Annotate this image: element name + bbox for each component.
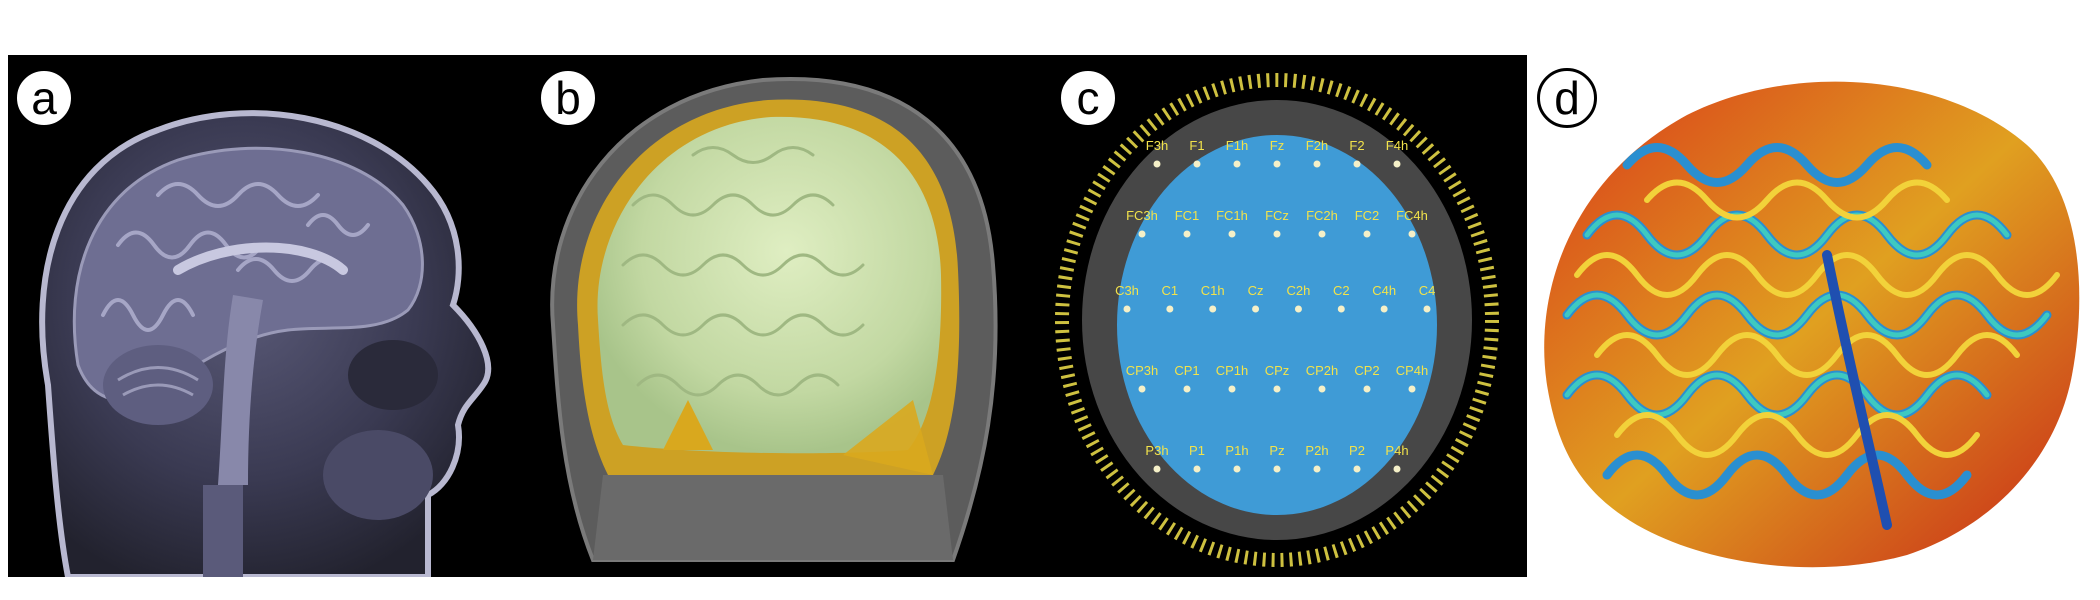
electrode-label: F4h bbox=[1386, 138, 1408, 153]
electrode-label: FC1 bbox=[1175, 208, 1200, 223]
electrode-dot bbox=[1153, 465, 1161, 473]
electrode-label: F1 bbox=[1189, 138, 1204, 153]
electrode-dot bbox=[1138, 385, 1146, 393]
electrode-label: FC2h bbox=[1306, 208, 1338, 223]
electrode-dot bbox=[1294, 305, 1302, 313]
electrode-dot bbox=[1166, 305, 1174, 313]
electrode-dot bbox=[1313, 160, 1321, 168]
electrode-label: FC2 bbox=[1355, 208, 1380, 223]
electrode-label: CPz bbox=[1265, 363, 1290, 378]
electrode-dot bbox=[1353, 465, 1361, 473]
electrode-label: F3h bbox=[1146, 138, 1168, 153]
electrode-label: CP4h bbox=[1396, 363, 1429, 378]
electrode-dot bbox=[1313, 465, 1321, 473]
electrode-dot bbox=[1193, 465, 1201, 473]
electrode-label: C3h bbox=[1115, 283, 1139, 298]
electrode-dot bbox=[1209, 305, 1217, 313]
panel-c-electrodes: F3h F1 F1h Fz F2h F2 F4h FC3h FC1 FC1h FCz FC2h FC2 F… bbox=[1027, 55, 1527, 577]
electrode-label: CP1 bbox=[1174, 363, 1199, 378]
electrode-label: FC4h bbox=[1396, 208, 1428, 223]
electrode-dot bbox=[1423, 305, 1431, 313]
electrode-label: P2h bbox=[1305, 443, 1328, 458]
electrode-label: FC1h bbox=[1216, 208, 1248, 223]
electrode-dot bbox=[1252, 305, 1260, 313]
electrode-dot bbox=[1153, 160, 1161, 168]
electrode-label: CP2h bbox=[1306, 363, 1339, 378]
electrode-grid: F3h F1 F1h Fz F2h F2 F4h FC3h FC1 FC1h FCz FC2h FC2 F… bbox=[1115, 138, 1435, 473]
panel-b-head-model bbox=[513, 55, 1027, 577]
electrode-dot bbox=[1318, 385, 1326, 393]
electrode-label: FCz bbox=[1265, 208, 1289, 223]
electrode-label: F2 bbox=[1349, 138, 1364, 153]
electrode-label: C1 bbox=[1162, 283, 1179, 298]
electrode-dot bbox=[1393, 465, 1401, 473]
electrode-label: P1 bbox=[1189, 443, 1205, 458]
electrode-label: FC3h bbox=[1126, 208, 1158, 223]
electrode-label: C2h bbox=[1286, 283, 1310, 298]
electrode-dot bbox=[1408, 230, 1416, 238]
panel-d-cortex bbox=[1527, 55, 2092, 577]
electrode-dot bbox=[1380, 305, 1388, 313]
electrode-label: Fz bbox=[1270, 138, 1284, 153]
cortex-colormap-image bbox=[1544, 81, 2080, 568]
electrode-dot bbox=[1337, 305, 1345, 313]
electrode-dot bbox=[1363, 230, 1371, 238]
electrode-dot bbox=[1363, 385, 1371, 393]
electrode-label: C1h bbox=[1201, 283, 1225, 298]
electrode-dot bbox=[1318, 230, 1326, 238]
panel-label-c: c bbox=[1058, 68, 1118, 128]
electrode-dot bbox=[1228, 230, 1236, 238]
electrode-dot bbox=[1138, 230, 1146, 238]
electrode-label: Cz bbox=[1248, 283, 1264, 298]
electrode-dot bbox=[1273, 385, 1281, 393]
electrode-dot bbox=[1233, 465, 1241, 473]
electrode-dot bbox=[1273, 230, 1281, 238]
head-model-image bbox=[550, 77, 998, 562]
electrode-label: CP3h bbox=[1126, 363, 1159, 378]
electrode-label: F1h bbox=[1226, 138, 1248, 153]
panel-label-b: b bbox=[538, 68, 598, 128]
electrode-dot bbox=[1228, 385, 1236, 393]
electrode-montage-image: F3h F1 F1h Fz F2h F2 F4h FC3h FC1 FC1h FCz FC2h FC2 F… bbox=[1055, 73, 1499, 567]
electrode-dot bbox=[1193, 160, 1201, 168]
electrode-label: P4h bbox=[1385, 443, 1408, 458]
electrode-dot bbox=[1353, 160, 1361, 168]
electrode-label: C2 bbox=[1333, 283, 1350, 298]
electrode-label: C4h bbox=[1372, 283, 1396, 298]
electrode-label: CP2 bbox=[1354, 363, 1379, 378]
electrode-label: F2h bbox=[1306, 138, 1328, 153]
panel-label-a: a bbox=[14, 68, 74, 128]
electrode-dot bbox=[1273, 465, 1281, 473]
mri-sagittal-image bbox=[39, 110, 492, 577]
electrode-dot bbox=[1183, 230, 1191, 238]
electrode-dot bbox=[1183, 385, 1191, 393]
electrode-label: P3h bbox=[1145, 443, 1168, 458]
electrode-dot bbox=[1393, 160, 1401, 168]
electrode-label: P1h bbox=[1225, 443, 1248, 458]
electrode-label: Pz bbox=[1269, 443, 1284, 458]
electrode-label: CP1h bbox=[1216, 363, 1249, 378]
electrode-label: C4 bbox=[1419, 283, 1436, 298]
electrode-label: P2 bbox=[1349, 443, 1365, 458]
electrode-dot bbox=[1273, 160, 1281, 168]
panel-a-mri bbox=[8, 55, 513, 577]
electrode-dot bbox=[1408, 385, 1416, 393]
electrode-dot bbox=[1123, 305, 1131, 313]
electrode-dot bbox=[1233, 160, 1241, 168]
panel-label-d: d bbox=[1537, 68, 1597, 128]
